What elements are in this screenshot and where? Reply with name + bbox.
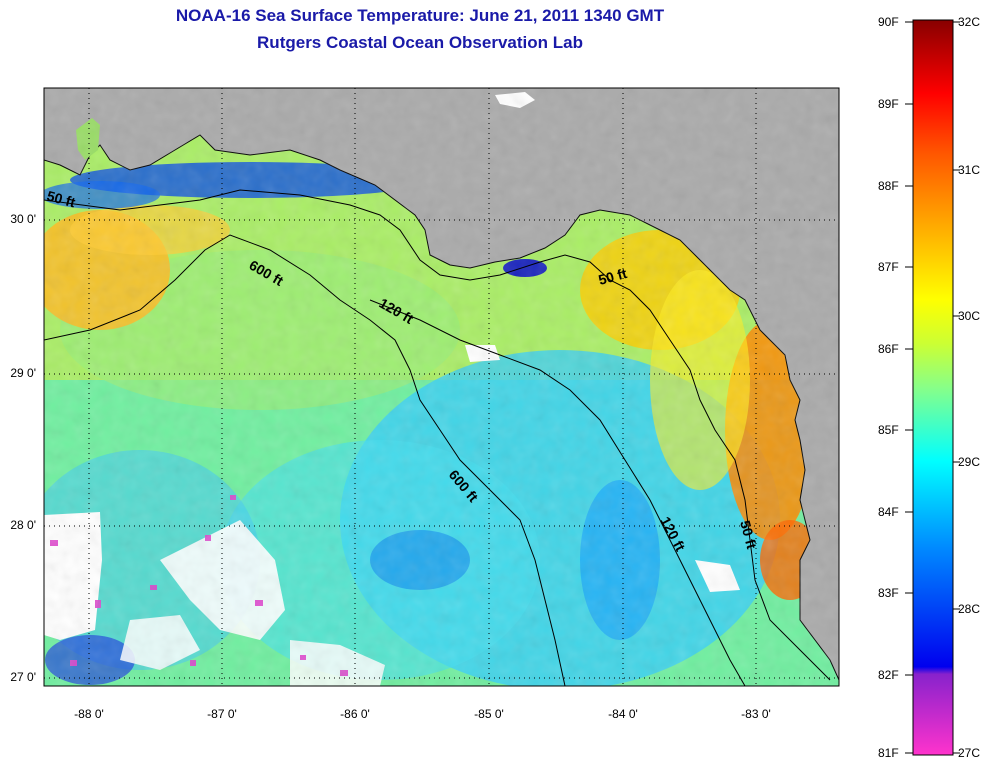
colorbar-f-label: 90F bbox=[878, 15, 899, 29]
colorbar-f-label: 82F bbox=[878, 668, 899, 682]
contour-120ft bbox=[369, 299, 746, 686]
contour-label: 50 ft bbox=[737, 519, 760, 551]
lat-label: 30 0' bbox=[10, 212, 36, 226]
colorbar-c-label: 32C bbox=[958, 15, 981, 29]
colorbar-c-label: 28C bbox=[958, 602, 981, 616]
contour-label: 50 ft bbox=[597, 265, 629, 288]
contour-600ft bbox=[44, 234, 566, 686]
lon-label: -84 0' bbox=[608, 707, 638, 721]
colorbar-f-label: 83F bbox=[878, 586, 899, 600]
colorbar-c-label: 31C bbox=[958, 163, 981, 177]
lon-label: -83 0' bbox=[741, 707, 771, 721]
map-frame bbox=[43, 87, 840, 687]
contour-50ft bbox=[44, 189, 831, 681]
colorbar-c-label: 29C bbox=[958, 455, 981, 469]
colorbar-c-label: 27C bbox=[958, 746, 981, 760]
map-subtitle: Rutgers Coastal Ocean Observation Lab bbox=[257, 33, 583, 52]
colorbar-f-label: 85F bbox=[878, 423, 899, 437]
colorbar-f-label: 86F bbox=[878, 342, 899, 356]
colorbar-f-label: 84F bbox=[878, 505, 899, 519]
lat-label: 27 0' bbox=[10, 670, 36, 684]
colorbar bbox=[912, 19, 954, 756]
lon-label: -88 0' bbox=[74, 707, 104, 721]
colorbar-ticks bbox=[905, 21, 960, 754]
contour-label: 50 ft bbox=[45, 187, 77, 210]
colorbar-f-label: 87F bbox=[878, 260, 899, 274]
lon-label: -87 0' bbox=[207, 707, 237, 721]
lon-label: -86 0' bbox=[340, 707, 370, 721]
lat-label: 29 0' bbox=[10, 366, 36, 380]
colorbar-f-label: 88F bbox=[878, 179, 899, 193]
lon-label: -85 0' bbox=[474, 707, 504, 721]
colorbar-f-label: 89F bbox=[878, 97, 899, 111]
lat-label: 28 0' bbox=[10, 518, 36, 532]
map-plot-area bbox=[44, 88, 839, 686]
colorbar-c-label: 30C bbox=[958, 309, 981, 323]
colorbar-f-label: 81F bbox=[878, 746, 899, 760]
map-title: NOAA-16 Sea Surface Temperature: June 21… bbox=[175, 6, 665, 25]
noise-texture bbox=[44, 88, 839, 686]
